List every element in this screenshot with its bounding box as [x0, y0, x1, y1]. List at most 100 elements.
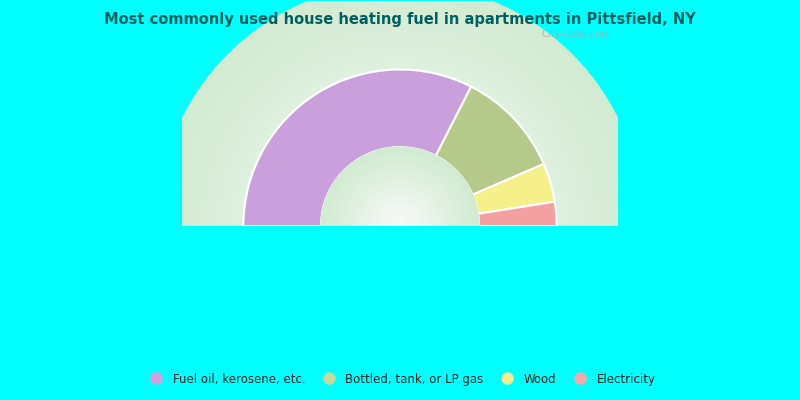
Text: Most commonly used house heating fuel in apartments in Pittsfield, NY: Most commonly used house heating fuel in…	[104, 12, 696, 26]
Circle shape	[297, 123, 503, 329]
Circle shape	[166, 0, 634, 400]
Circle shape	[344, 170, 456, 282]
Circle shape	[251, 78, 549, 375]
Circle shape	[386, 212, 414, 240]
Circle shape	[355, 182, 445, 271]
Circle shape	[258, 84, 542, 369]
Circle shape	[393, 219, 407, 233]
Circle shape	[359, 186, 441, 267]
Circle shape	[382, 208, 418, 245]
Circle shape	[218, 44, 582, 400]
Circle shape	[209, 35, 591, 400]
Circle shape	[362, 189, 438, 264]
Circle shape	[353, 179, 447, 274]
Circle shape	[391, 217, 409, 235]
Circle shape	[399, 225, 401, 227]
Circle shape	[254, 80, 546, 372]
Circle shape	[221, 47, 579, 400]
Circle shape	[330, 156, 470, 296]
Circle shape	[318, 144, 482, 308]
Wedge shape	[478, 202, 557, 226]
Circle shape	[340, 166, 460, 286]
Circle shape	[315, 141, 485, 311]
Circle shape	[170, 0, 630, 400]
Circle shape	[383, 209, 417, 243]
Circle shape	[336, 162, 464, 290]
Circle shape	[312, 138, 488, 314]
Circle shape	[394, 220, 406, 232]
Circle shape	[194, 20, 606, 400]
Circle shape	[348, 174, 452, 278]
Text: City-Data.com: City-Data.com	[542, 29, 611, 39]
Circle shape	[346, 172, 454, 281]
Circle shape	[248, 74, 552, 378]
Circle shape	[394, 220, 406, 232]
Circle shape	[385, 211, 415, 241]
Circle shape	[327, 153, 473, 299]
Circle shape	[270, 96, 530, 357]
Circle shape	[332, 158, 468, 294]
Circle shape	[391, 217, 409, 235]
Circle shape	[325, 151, 475, 301]
Circle shape	[290, 117, 510, 336]
Circle shape	[215, 41, 585, 400]
Circle shape	[336, 162, 464, 290]
Circle shape	[227, 53, 573, 399]
Circle shape	[321, 147, 479, 305]
Circle shape	[224, 50, 576, 400]
Circle shape	[376, 202, 424, 250]
Circle shape	[368, 194, 432, 258]
Circle shape	[197, 23, 603, 400]
Circle shape	[321, 147, 479, 305]
Circle shape	[178, 4, 622, 400]
Circle shape	[378, 204, 422, 249]
Circle shape	[342, 168, 458, 284]
Circle shape	[200, 26, 600, 400]
Circle shape	[212, 38, 588, 400]
Circle shape	[363, 190, 437, 262]
Circle shape	[334, 159, 466, 293]
Legend: Fuel oil, kerosene, etc., Bottled, tank, or LP gas, Wood, Electricity: Fuel oil, kerosene, etc., Bottled, tank,…	[140, 368, 660, 390]
Circle shape	[334, 160, 466, 292]
Circle shape	[370, 196, 430, 256]
Circle shape	[372, 198, 428, 254]
Circle shape	[358, 184, 442, 269]
Circle shape	[387, 213, 413, 239]
Bar	[127, 226, 673, 400]
Circle shape	[346, 172, 454, 280]
Circle shape	[242, 68, 558, 384]
Circle shape	[395, 221, 405, 231]
Circle shape	[366, 193, 434, 260]
Circle shape	[338, 164, 462, 288]
Circle shape	[300, 126, 500, 326]
Circle shape	[379, 206, 421, 247]
Circle shape	[288, 114, 512, 338]
Circle shape	[326, 152, 474, 300]
Circle shape	[187, 14, 613, 400]
Circle shape	[260, 86, 540, 366]
Wedge shape	[473, 164, 554, 214]
Circle shape	[378, 204, 422, 248]
Circle shape	[185, 11, 615, 400]
Circle shape	[275, 102, 525, 351]
Circle shape	[328, 154, 472, 298]
Circle shape	[358, 185, 442, 268]
Circle shape	[382, 208, 418, 244]
Circle shape	[263, 90, 537, 363]
Circle shape	[335, 161, 465, 291]
Circle shape	[398, 224, 402, 228]
Circle shape	[373, 199, 427, 254]
Circle shape	[333, 159, 467, 293]
Circle shape	[306, 132, 494, 320]
Circle shape	[370, 196, 430, 257]
Circle shape	[230, 56, 570, 396]
Circle shape	[345, 171, 455, 282]
Circle shape	[396, 222, 404, 230]
Circle shape	[397, 223, 403, 229]
Circle shape	[371, 198, 429, 255]
Circle shape	[366, 192, 434, 260]
Circle shape	[236, 62, 564, 390]
Circle shape	[397, 223, 403, 229]
Circle shape	[350, 176, 450, 276]
Circle shape	[273, 99, 527, 354]
